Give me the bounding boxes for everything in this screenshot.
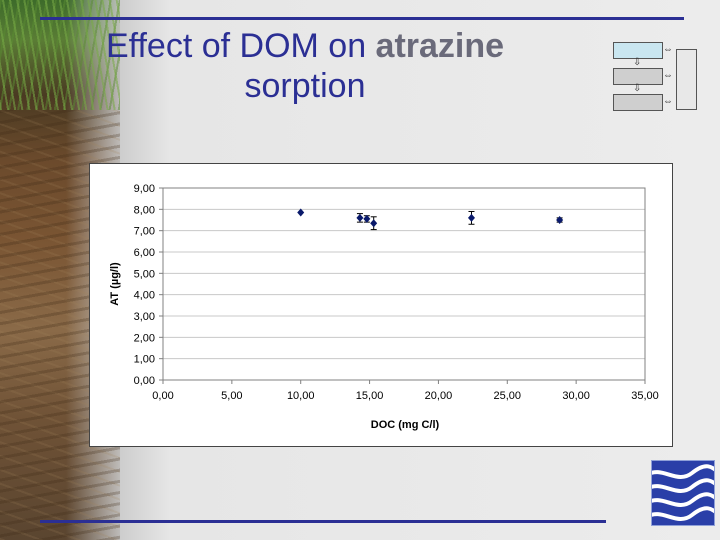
- x-tick-label: 20,00: [425, 390, 453, 402]
- y-tick-label: 8,00: [134, 204, 155, 216]
- double-arrow-icon: ⇔: [663, 96, 673, 107]
- bottom-rule: [40, 520, 606, 523]
- y-tick-label: 2,00: [134, 332, 155, 344]
- data-points: [297, 208, 564, 231]
- x-tick-label: 10,00: [287, 390, 315, 402]
- plot-area: [162, 187, 646, 381]
- x-tick-label: 35,00: [631, 390, 659, 402]
- y-tick-label: 4,00: [134, 290, 155, 302]
- top-rule: [40, 17, 684, 20]
- double-arrow-icon: ⇔: [663, 44, 673, 55]
- process-flow-icon: ⇩ ⇩ ⇔ ⇔ ⇔: [610, 40, 700, 112]
- y-tick-label: 9,00: [134, 183, 155, 195]
- data-point: [556, 216, 564, 224]
- down-arrow-icon: ⇩: [633, 83, 642, 94]
- x-tick-labels: 0,00 5,00 10,00 15,00 20,00 25,00 30,00 35,00: [152, 390, 658, 402]
- x-tick-label: 25,00: [494, 390, 522, 402]
- x-tick-label: 30,00: [562, 390, 590, 402]
- institution-logo: [651, 460, 715, 526]
- x-tick-label: 5,00: [221, 390, 242, 402]
- down-arrow-icon: ⇩: [633, 57, 642, 68]
- title-text-part2: sorption: [244, 67, 366, 105]
- wave-logo-icon: [652, 464, 714, 521]
- data-point: [467, 213, 475, 222]
- data-point: [356, 213, 364, 222]
- title-text-bold: atrazine: [375, 27, 505, 65]
- scatter-chart: 0,00 1,00 2,00 3,00 4,00 5,00 6,00 7,00 8,00 9,00…: [109, 183, 659, 431]
- double-arrow-icon: ⇔: [663, 70, 673, 81]
- y-axis-label: AT (µg/l): [109, 262, 121, 306]
- y-tick-labels: 0,00 1,00 2,00 3,00 4,00 5,00 6,00 7,00 8,00 9,00: [134, 183, 155, 387]
- flow-box-1: [613, 42, 663, 59]
- y-tick-label: 7,00: [134, 226, 155, 238]
- y-tick-label: 1,00: [134, 354, 155, 366]
- slide-title: Effect of DOM on atrazine sorption: [60, 26, 550, 106]
- chart-frame: 0,00 1,00 2,00 3,00 4,00 5,00 6,00 7,00 8,00 9,00…: [89, 163, 673, 447]
- flow-box-2: [613, 68, 663, 85]
- flow-box-3: [613, 94, 663, 111]
- y-tick-label: 3,00: [134, 311, 155, 323]
- data-point: [363, 214, 371, 223]
- data-point: [370, 219, 378, 228]
- flow-side-box: [676, 49, 697, 110]
- y-tick-label: 5,00: [134, 268, 155, 280]
- gridlines: [159, 187, 646, 384]
- x-tick-label: 0,00: [152, 390, 173, 402]
- y-tick-label: 0,00: [134, 375, 155, 387]
- x-tick-label: 15,00: [356, 390, 384, 402]
- data-point: [297, 208, 305, 217]
- title-text-part1: Effect of DOM on: [105, 27, 376, 65]
- x-axis-label: DOC (mg C/l): [371, 419, 440, 431]
- y-tick-label: 6,00: [134, 247, 155, 259]
